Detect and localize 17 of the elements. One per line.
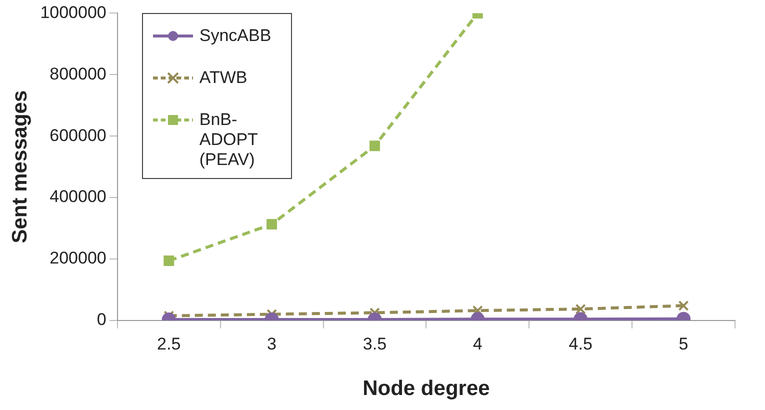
x-tick-label: 5 <box>678 334 688 354</box>
legend-label: ATWB <box>199 68 248 88</box>
x-tick-label: 4.5 <box>568 334 592 354</box>
x-tick-label: 3.5 <box>362 334 387 354</box>
x-tick-label: 3 <box>267 334 277 354</box>
legend-label: BnB-ADOPT (PEAV) <box>199 110 259 170</box>
y-tick-label: 0 <box>96 310 106 330</box>
x-tick-label: 4 <box>472 334 482 354</box>
y-tick-label: 600000 <box>50 126 106 145</box>
y-tick-label: 800000 <box>50 64 106 84</box>
y-tick-label: 400000 <box>50 187 106 206</box>
y-axis-title: Sent messages <box>8 90 32 244</box>
x-tick-label: 2.5 <box>157 334 181 354</box>
y-tick-label: 1000000 <box>40 2 106 22</box>
legend-label: SyncABB <box>199 26 272 46</box>
x-axis-title: Node degree <box>362 377 490 400</box>
y-tick-label: 200000 <box>50 248 106 268</box>
